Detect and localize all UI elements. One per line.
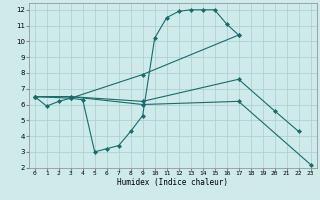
X-axis label: Humidex (Indice chaleur): Humidex (Indice chaleur)	[117, 178, 228, 187]
